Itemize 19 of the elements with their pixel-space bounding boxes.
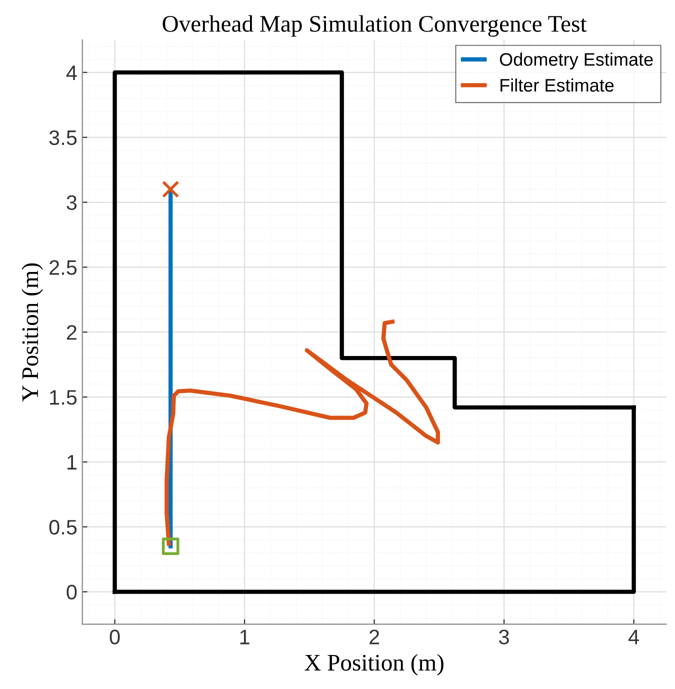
y-tick-label: 1.5 xyxy=(50,390,77,405)
x-tick-label: 2 xyxy=(370,630,380,644)
y-tick-label: 2.5 xyxy=(50,260,77,275)
y-tick-label: 3 xyxy=(66,195,77,210)
y-tick-label: 4 xyxy=(66,66,77,80)
x-tick-label: 1 xyxy=(240,630,250,644)
x-axis-title: X Position (m) xyxy=(304,654,444,676)
y-tick-label: 3.5 xyxy=(49,130,77,146)
legend-label: Odometry Estimate xyxy=(500,52,653,70)
x-tick-label: 4 xyxy=(628,630,639,644)
y-axis-title: Y Position (m) xyxy=(22,263,43,402)
legend-label: Filter Estimate xyxy=(500,78,614,92)
y-tick-label: 0 xyxy=(66,584,77,600)
chart-title: Overhead Map Simulation Convergence Test xyxy=(162,15,587,37)
y-tick-label: 0.5 xyxy=(49,520,77,535)
x-tick-label: 0 xyxy=(110,630,120,644)
y-tick-label: 1 xyxy=(67,455,76,470)
y-tick-label: 2 xyxy=(66,325,76,340)
x-tick-label: 3 xyxy=(499,630,509,644)
